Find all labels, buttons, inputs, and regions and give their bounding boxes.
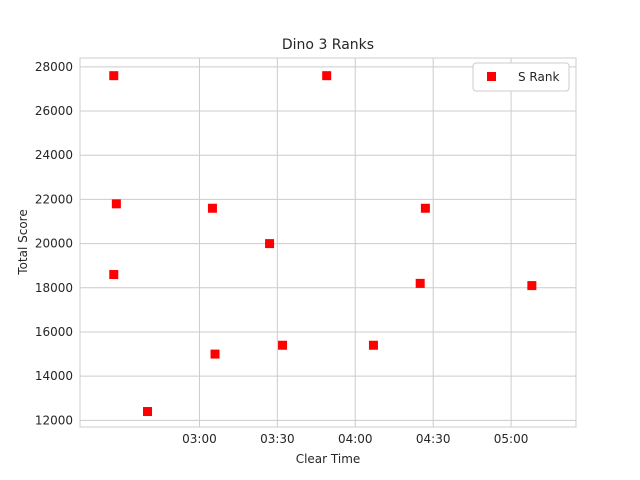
- data-point-marker: [368, 340, 378, 350]
- plot-background: [80, 58, 576, 427]
- x-tick-label: 04:30: [416, 432, 451, 446]
- y-tick-labels: 12000 14000 16000 18000 20000 22000 24000 26000…: [35, 60, 73, 428]
- x-axis-label: Clear Time: [296, 452, 361, 466]
- y-tick-label: 22000: [35, 192, 73, 206]
- data-point-marker: [420, 203, 430, 213]
- x-tick-labels: 03:00 03:30 04:00 04:30 05:00: [182, 432, 528, 446]
- legend-entry-label: S Rank: [518, 70, 559, 84]
- data-point-marker: [278, 340, 288, 350]
- data-point-marker: [210, 349, 220, 359]
- data-point-marker: [143, 407, 153, 417]
- y-axis-label: Total Score: [16, 209, 30, 275]
- y-tick-label: 18000: [35, 281, 73, 295]
- data-point-marker: [207, 203, 217, 213]
- x-tick-label: 05:00: [494, 432, 529, 446]
- x-tick-label: 03:00: [182, 432, 217, 446]
- legend: S Rank: [472, 62, 570, 92]
- chart-title: Dino 3 Ranks: [282, 37, 374, 53]
- y-tick-label: 24000: [35, 148, 73, 162]
- y-tick-label: 26000: [35, 104, 73, 118]
- data-point-marker: [109, 71, 119, 81]
- y-tick-label: 12000: [35, 413, 73, 427]
- legend-marker-square: [487, 72, 496, 81]
- x-tick-label: 04:00: [338, 432, 373, 446]
- y-tick-label: 16000: [35, 325, 73, 339]
- data-point-marker: [415, 278, 425, 288]
- data-point-marker: [265, 239, 275, 249]
- legend-box: [472, 62, 570, 92]
- data-point-marker: [322, 71, 332, 81]
- y-tick-label: 20000: [35, 237, 73, 251]
- y-tick-label: 28000: [35, 60, 73, 74]
- data-points: [109, 71, 537, 417]
- x-tick-label: 03:30: [260, 432, 295, 446]
- data-point-marker: [109, 270, 119, 280]
- data-point-marker: [527, 281, 537, 291]
- plot-frame: [79, 57, 577, 428]
- data-point-marker: [111, 199, 121, 209]
- y-tick-label: 14000: [35, 369, 73, 383]
